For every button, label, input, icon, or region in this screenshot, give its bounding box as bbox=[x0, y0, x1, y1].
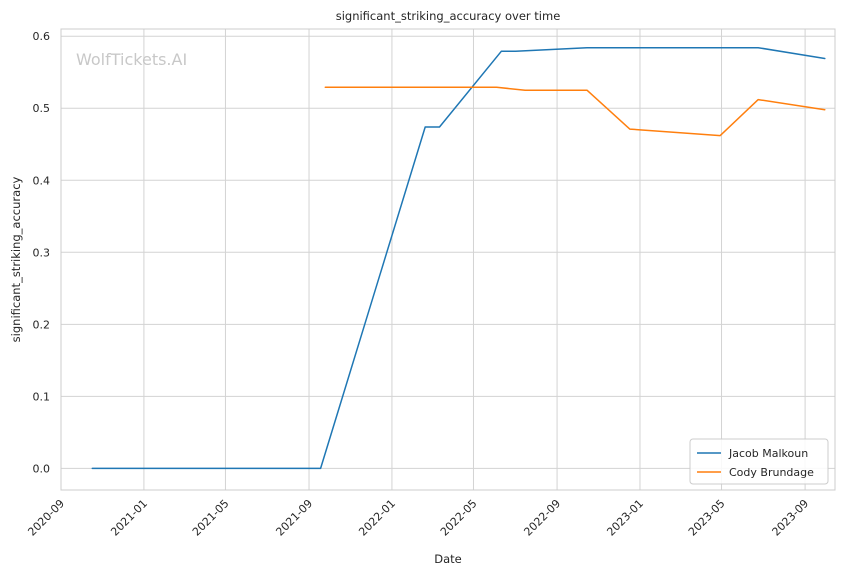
y-tick-label: 0.1 bbox=[33, 390, 51, 403]
legend-label: Jacob Malkoun bbox=[728, 447, 808, 460]
y-axis-ticks: 0.0 0.1 0.2 0.3 0.4 0.5 0.6 bbox=[33, 30, 51, 475]
y-tick-label: 0.6 bbox=[33, 30, 51, 43]
series-line-1 bbox=[91, 46, 826, 470]
y-tick-label: 0.2 bbox=[33, 318, 51, 331]
series-line-2 bbox=[324, 86, 826, 137]
y-tick-label: 0.4 bbox=[33, 174, 51, 187]
y-tick-label: 0.5 bbox=[33, 102, 51, 115]
y-tick-label: 0.0 bbox=[33, 462, 51, 475]
y-axis-label: significant_striking_accuracy bbox=[9, 176, 23, 342]
chart-title: significant_striking_accuracy over time bbox=[336, 9, 561, 23]
legend-label: Cody Brundage bbox=[729, 466, 814, 479]
plot-frame bbox=[60, 28, 836, 491]
y-tick-label: 0.3 bbox=[33, 246, 51, 259]
legend: Jacob Malkoun Cody Brundage bbox=[689, 438, 829, 485]
x-axis-label: Date bbox=[434, 552, 462, 566]
series-layer bbox=[91, 46, 826, 470]
watermark: WolfTickets.AI bbox=[76, 50, 187, 69]
legend-box bbox=[689, 438, 829, 485]
